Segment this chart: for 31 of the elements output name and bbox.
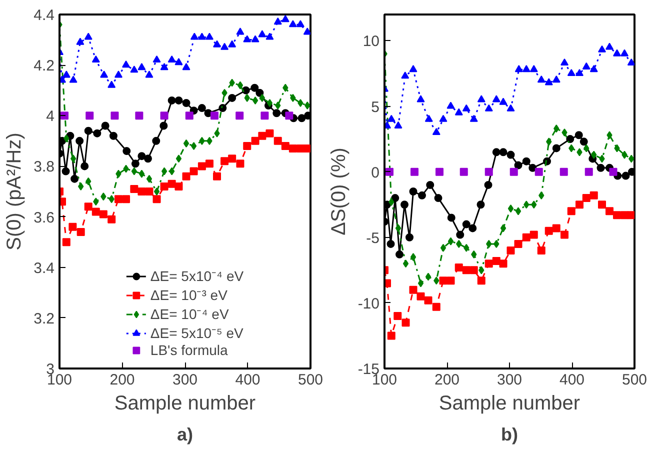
x-tick-label: 500: [298, 372, 324, 388]
y-tick-label: -10: [358, 295, 380, 312]
x-axis-title: Sample number: [438, 392, 580, 414]
x-tick-label: 500: [622, 372, 648, 388]
y-tick-label: -5: [366, 230, 380, 247]
y-tick-label: 0: [371, 164, 380, 182]
y-tick-label: 4: [46, 108, 54, 126]
y-tick-label: 3.4: [34, 260, 55, 277]
y-tick-label: 3.8: [34, 158, 55, 176]
legend-label: ΔE= 5x10⁻⁵ eV: [150, 324, 244, 342]
y-tick-label: 4.4: [34, 7, 55, 24]
y-tick-label: 4.2: [34, 58, 55, 75]
x-tick-label: 300: [172, 372, 198, 388]
legend-label: ΔE= 10⁻⁴ eV: [150, 305, 229, 323]
text: b): [501, 424, 518, 444]
y-tick-label: 10: [362, 33, 380, 50]
y-tick-label: 5: [371, 98, 380, 116]
legend-label: ΔE= 10⁻³ eV: [150, 286, 228, 304]
text: a): [177, 424, 194, 444]
x-axis-title: Sample number: [114, 392, 256, 414]
y-axis-title: S(0) (pA²/Hz): [4, 132, 26, 250]
legend-label: ΔE= 5x10⁻⁴ eV: [150, 267, 244, 285]
x-tick-label: 200: [434, 372, 460, 388]
legend-label: LB's formula: [150, 342, 228, 358]
x-tick-label: 400: [559, 372, 585, 388]
x-tick-label: 200: [110, 372, 135, 388]
y-tick-label: 3.6: [34, 209, 55, 226]
y-tick-label: 3.2: [34, 310, 55, 328]
x-tick-label: 400: [235, 372, 260, 388]
y-axis-title: ΔS(0) (%): [328, 148, 350, 236]
x-tick-label: 300: [496, 372, 522, 388]
